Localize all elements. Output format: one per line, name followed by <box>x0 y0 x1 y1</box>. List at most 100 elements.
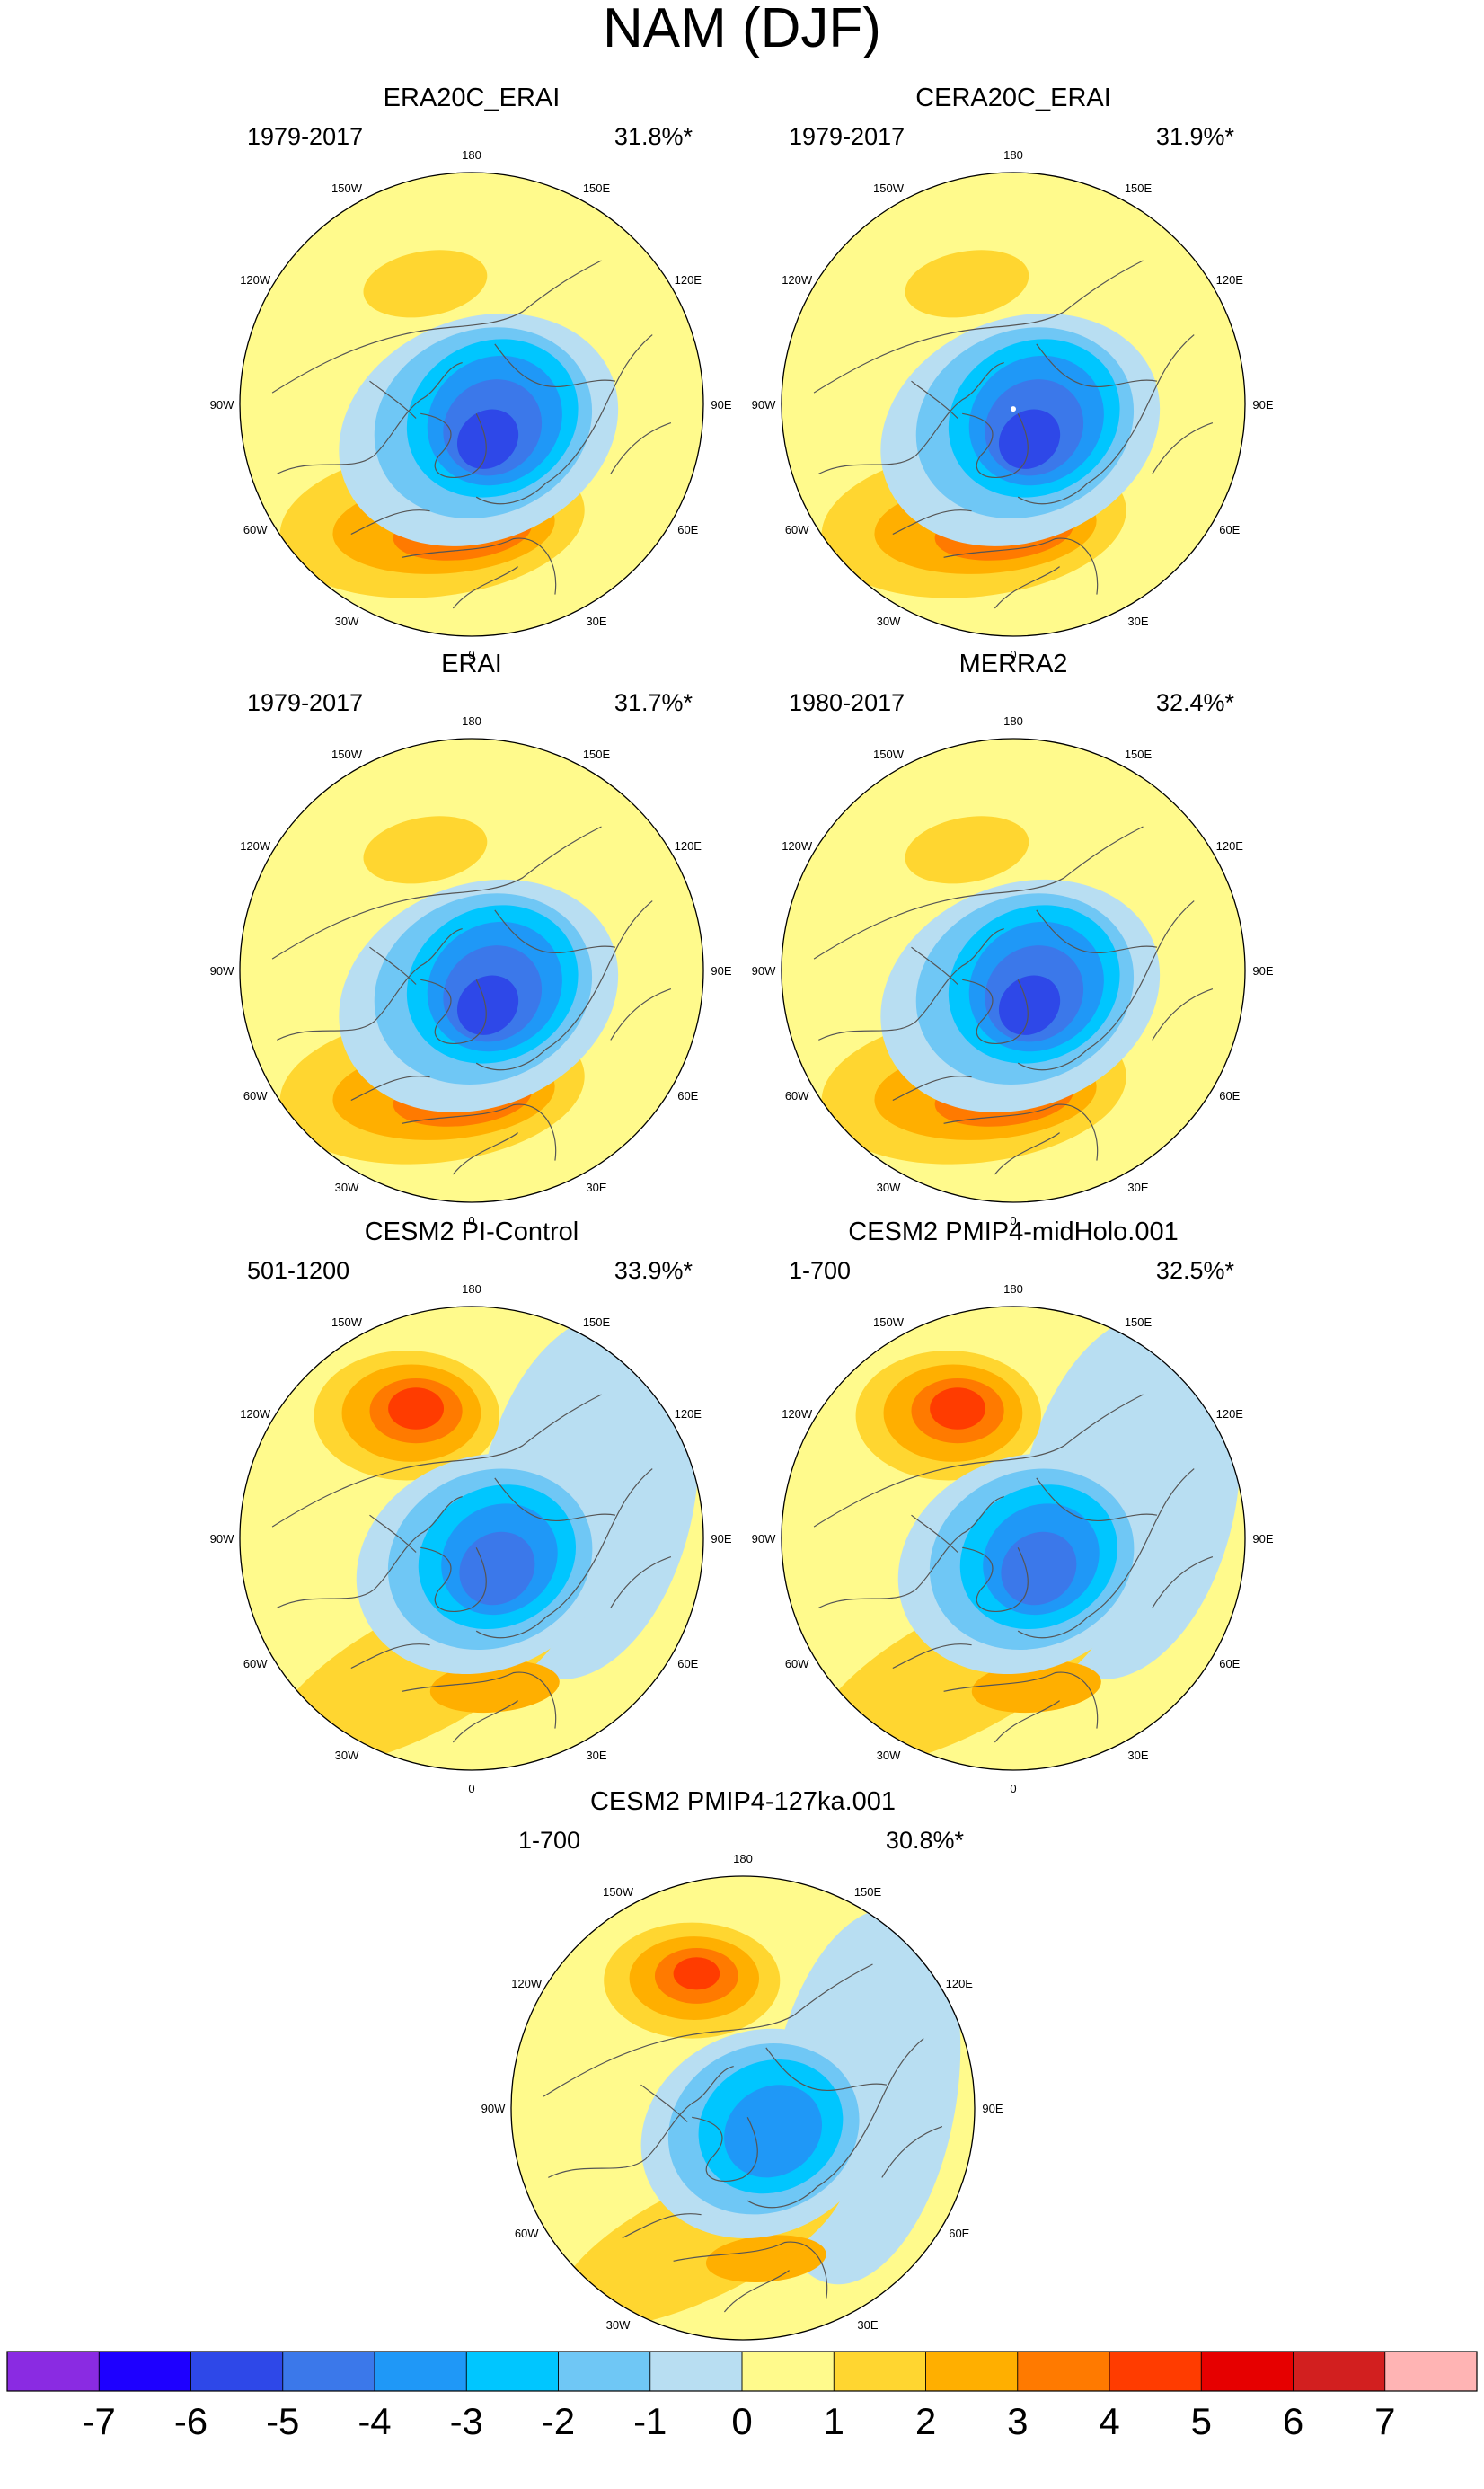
panel-period: 1979-2017 <box>247 123 363 150</box>
coastline-4 <box>943 1103 1099 1161</box>
coastline-1 <box>277 1496 463 1608</box>
coastline-8 <box>1036 343 1158 387</box>
map-panel-era20c-erai: 180 150E 120E 90E 60E 30E 0 30W 60W 90W 120W 150W ER… <box>210 84 732 661</box>
lon-label-90w: 90W <box>752 398 776 412</box>
coastline-3 <box>475 1468 653 1639</box>
lon-label-60w: 60W <box>785 523 809 536</box>
colorbar-label-1: -6 <box>174 2400 208 2442</box>
lon-label-0: 0 <box>468 1214 474 1227</box>
panel-period: 1-700 <box>518 1827 580 1854</box>
coastline-6 <box>350 1076 430 1102</box>
panel-title: CERA20C_ERAI <box>915 84 1111 112</box>
lon-label-150w: 150W <box>331 1315 363 1329</box>
lon-label-120w: 120W <box>782 1407 813 1421</box>
colorbar-label-9: 2 <box>915 2400 936 2442</box>
coastline-0 <box>813 1394 1144 1528</box>
panel-variance: 31.7%* <box>614 689 693 716</box>
map-border <box>510 1875 976 2341</box>
panel-title: MERRA2 <box>959 650 1068 678</box>
map-panels: 180 150E 120E 90E 60E 30E 0 30W 60W 90W 120W 150W ER… <box>210 84 1274 2365</box>
coastline-1 <box>277 362 463 474</box>
anomaly-contour-4 <box>673 1957 720 1990</box>
coastline-3 <box>746 2038 924 2209</box>
anomaly-field <box>782 1307 1245 1770</box>
coastline-8 <box>494 909 616 953</box>
lon-label-180: 180 <box>462 714 481 728</box>
anomaly-contour-0 <box>905 816 1029 884</box>
colorbar-box-0 <box>7 2352 100 2391</box>
coastline-7 <box>881 2126 943 2178</box>
anomaly-contour-11 <box>459 1531 535 1606</box>
lon-label-60e: 60E <box>1219 1089 1240 1103</box>
colorbar-label-4: -3 <box>450 2400 483 2442</box>
colorbar-label-11: 4 <box>1099 2400 1119 2442</box>
coastline-9 <box>911 946 958 985</box>
coastline-9 <box>369 380 417 419</box>
anomaly-contour-0 <box>363 816 488 884</box>
coastlines <box>813 260 1214 609</box>
lon-label-150e: 150E <box>583 182 611 195</box>
coastline-0 <box>543 1963 873 2097</box>
coastline-3 <box>1017 334 1195 505</box>
coastline-0 <box>813 826 1144 960</box>
lon-label-60w: 60W <box>785 1657 809 1670</box>
coastline-9 <box>369 1514 417 1553</box>
lon-label-30e: 30E <box>857 2318 878 2332</box>
lon-label-90w: 90W <box>210 398 234 412</box>
anomaly-field <box>240 739 703 1202</box>
lon-label-30w: 30W <box>877 1749 901 1762</box>
coastline-7 <box>1152 988 1214 1041</box>
lon-label-90e: 90E <box>711 398 731 412</box>
map-border <box>781 172 1246 637</box>
anomaly-field <box>511 1876 975 2340</box>
colorbar-box-13 <box>1201 2352 1294 2391</box>
coastline-7 <box>610 1556 672 1608</box>
coastlines <box>543 1963 943 2313</box>
coastline-8 <box>494 1477 616 1521</box>
coastline-1 <box>548 2066 734 2178</box>
lon-label-120e: 120E <box>1216 839 1244 853</box>
anomaly-field <box>240 173 703 636</box>
white-dot <box>1011 406 1016 412</box>
lon-label-90e: 90E <box>711 1532 731 1546</box>
colorbar-box-2 <box>190 2352 284 2391</box>
lon-label-180: 180 <box>1003 148 1023 162</box>
colorbar-label-8: 1 <box>824 2400 844 2442</box>
lon-label-120e: 120E <box>1216 273 1244 287</box>
lon-label-30e: 30E <box>1127 615 1148 628</box>
anomaly-contour-4 <box>388 1387 445 1430</box>
lon-label-120e: 120E <box>946 1977 974 1990</box>
coastline-2 <box>962 412 1029 478</box>
lon-label-120w: 120W <box>782 839 813 853</box>
colorbar-box-11 <box>1017 2352 1110 2391</box>
anomaly-contour-0 <box>905 250 1029 318</box>
lon-label-30e: 30E <box>586 1181 606 1194</box>
coastline-6 <box>892 509 972 536</box>
lon-label-60w: 60W <box>515 2227 539 2240</box>
colorbar-box-4 <box>375 2352 467 2391</box>
coastline-8 <box>765 2047 888 2091</box>
lon-label-90e: 90E <box>1252 1532 1273 1546</box>
panel-period: 501-1200 <box>247 1257 349 1284</box>
coastline-5 <box>723 2270 790 2313</box>
lon-label-150w: 150W <box>603 1885 634 1899</box>
lon-label-120e: 120E <box>675 839 702 853</box>
anomaly-contour-9 <box>456 975 519 1035</box>
coastline-7 <box>1152 422 1214 474</box>
lon-label-120e: 120E <box>1216 1407 1244 1421</box>
coastline-1 <box>818 928 1004 1041</box>
anomaly-contour-9 <box>998 975 1061 1035</box>
lon-label-30w: 30W <box>606 2318 631 2332</box>
coastline-0 <box>271 260 602 394</box>
lon-label-0: 0 <box>1010 648 1016 661</box>
lon-label-90w: 90W <box>210 964 234 978</box>
coastline-1 <box>818 362 1004 474</box>
colorbar-label-2: -5 <box>266 2400 299 2442</box>
coastline-6 <box>892 1643 972 1670</box>
figure-title: NAM (DJF) <box>603 0 881 59</box>
coastline-9 <box>911 1514 958 1553</box>
colorbar-box-6 <box>558 2352 651 2391</box>
coastline-3 <box>1017 900 1195 1071</box>
coastline-9 <box>640 2084 688 2122</box>
